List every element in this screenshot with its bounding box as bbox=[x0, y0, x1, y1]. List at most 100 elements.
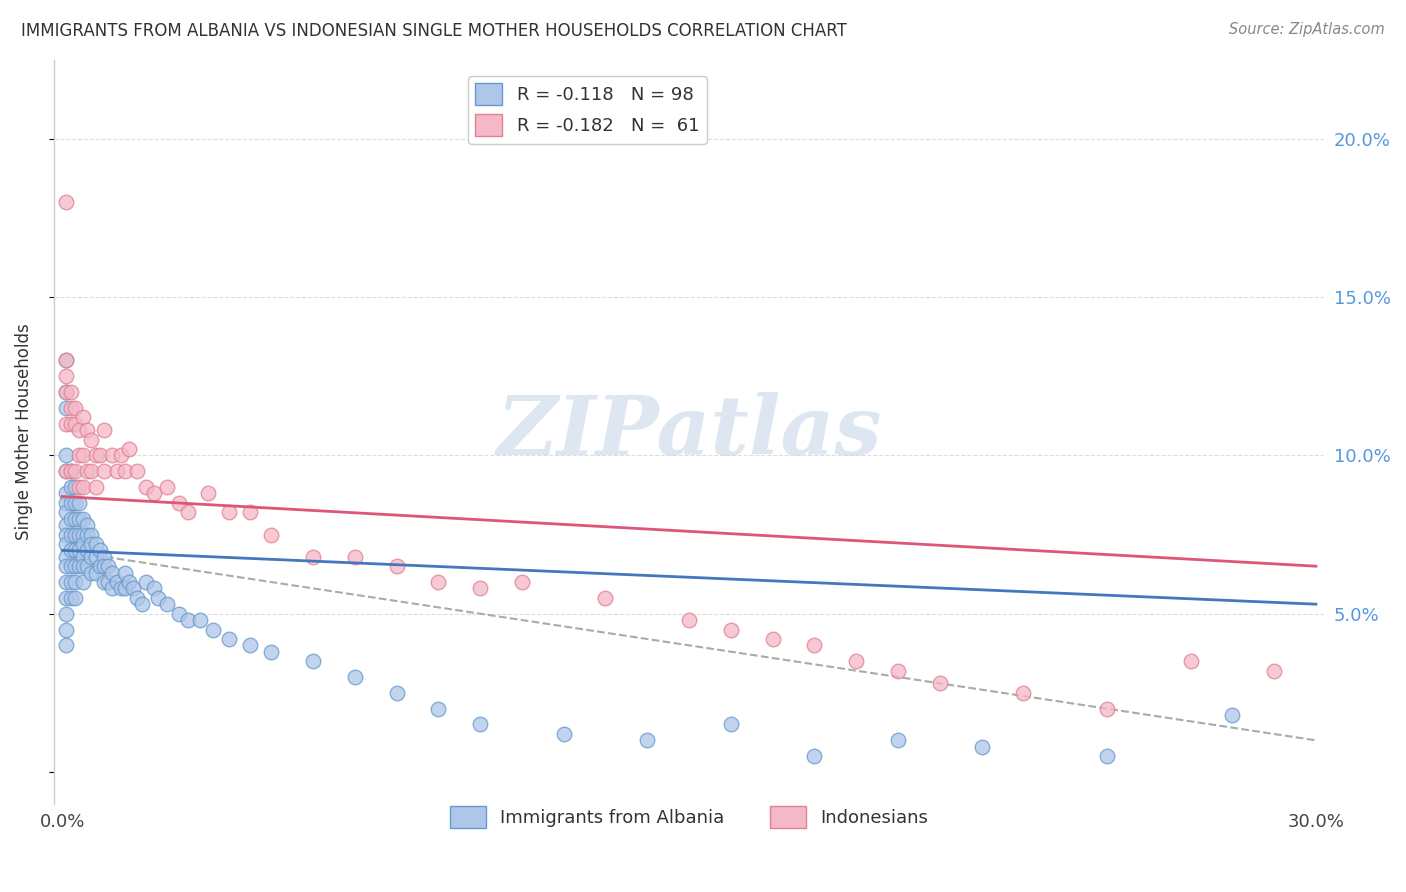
Point bbox=[59, 385, 82, 400]
Point bbox=[143, 582, 166, 596]
Point bbox=[76, 518, 98, 533]
Point bbox=[105, 574, 128, 589]
Point bbox=[89, 449, 111, 463]
Point bbox=[678, 613, 700, 627]
Point bbox=[55, 559, 77, 574]
Point bbox=[55, 486, 77, 500]
Point bbox=[176, 505, 198, 519]
Point bbox=[59, 417, 82, 431]
Point bbox=[135, 480, 157, 494]
Point bbox=[59, 574, 82, 589]
Point bbox=[63, 543, 86, 558]
Point bbox=[1263, 664, 1285, 678]
Point bbox=[63, 496, 86, 510]
Point bbox=[114, 566, 136, 580]
Point bbox=[84, 549, 107, 564]
Point bbox=[239, 638, 262, 652]
Point bbox=[148, 591, 170, 605]
Point bbox=[55, 549, 77, 564]
Text: Source: ZipAtlas.com: Source: ZipAtlas.com bbox=[1229, 22, 1385, 37]
Point bbox=[101, 566, 124, 580]
Point bbox=[385, 686, 408, 700]
Point bbox=[55, 623, 77, 637]
Point bbox=[72, 449, 94, 463]
Point bbox=[80, 549, 103, 564]
Point bbox=[63, 417, 86, 431]
Point bbox=[59, 464, 82, 478]
Point bbox=[176, 613, 198, 627]
Point bbox=[803, 638, 825, 652]
Point bbox=[63, 464, 86, 478]
Point bbox=[63, 559, 86, 574]
Point bbox=[510, 574, 533, 589]
Point bbox=[887, 733, 910, 747]
Point bbox=[101, 449, 124, 463]
Point bbox=[67, 480, 90, 494]
Point bbox=[55, 537, 77, 551]
Point bbox=[89, 559, 111, 574]
Point bbox=[1180, 654, 1202, 668]
Point bbox=[59, 527, 82, 541]
Point bbox=[55, 591, 77, 605]
Point bbox=[84, 566, 107, 580]
Point bbox=[67, 559, 90, 574]
Point bbox=[101, 582, 124, 596]
Point bbox=[97, 559, 120, 574]
Point bbox=[114, 582, 136, 596]
Point bbox=[468, 717, 491, 731]
Point bbox=[93, 574, 115, 589]
Point bbox=[55, 353, 77, 368]
Text: ZIPatlas: ZIPatlas bbox=[496, 392, 882, 472]
Point bbox=[55, 353, 77, 368]
Point bbox=[55, 607, 77, 621]
Point bbox=[167, 496, 190, 510]
Point bbox=[55, 464, 77, 478]
Point bbox=[131, 597, 153, 611]
Point bbox=[636, 733, 658, 747]
Point bbox=[72, 574, 94, 589]
Point bbox=[67, 527, 90, 541]
Point bbox=[72, 559, 94, 574]
Point bbox=[59, 464, 82, 478]
Point bbox=[72, 537, 94, 551]
Point bbox=[553, 727, 575, 741]
Point bbox=[93, 549, 115, 564]
Point bbox=[110, 449, 132, 463]
Point bbox=[72, 511, 94, 525]
Point bbox=[55, 369, 77, 384]
Point bbox=[135, 574, 157, 589]
Point bbox=[72, 480, 94, 494]
Point bbox=[97, 574, 120, 589]
Point bbox=[55, 401, 77, 415]
Point bbox=[67, 449, 90, 463]
Point bbox=[55, 385, 77, 400]
Point bbox=[72, 549, 94, 564]
Point bbox=[343, 549, 366, 564]
Point bbox=[55, 464, 77, 478]
Point bbox=[67, 543, 90, 558]
Point bbox=[55, 638, 77, 652]
Point bbox=[84, 480, 107, 494]
Point bbox=[67, 423, 90, 437]
Point bbox=[80, 464, 103, 478]
Point bbox=[76, 543, 98, 558]
Point bbox=[55, 527, 77, 541]
Point bbox=[55, 518, 77, 533]
Point bbox=[59, 511, 82, 525]
Point bbox=[55, 574, 77, 589]
Point bbox=[59, 401, 82, 415]
Point bbox=[55, 496, 77, 510]
Point bbox=[84, 449, 107, 463]
Point bbox=[1220, 708, 1243, 723]
Point bbox=[845, 654, 868, 668]
Legend: Immigrants from Albania, Indonesians: Immigrants from Albania, Indonesians bbox=[443, 799, 935, 836]
Point bbox=[55, 195, 77, 210]
Point bbox=[218, 505, 240, 519]
Point bbox=[156, 480, 179, 494]
Point bbox=[167, 607, 190, 621]
Point bbox=[105, 464, 128, 478]
Point bbox=[343, 670, 366, 684]
Point bbox=[89, 543, 111, 558]
Point bbox=[720, 623, 742, 637]
Point bbox=[63, 401, 86, 415]
